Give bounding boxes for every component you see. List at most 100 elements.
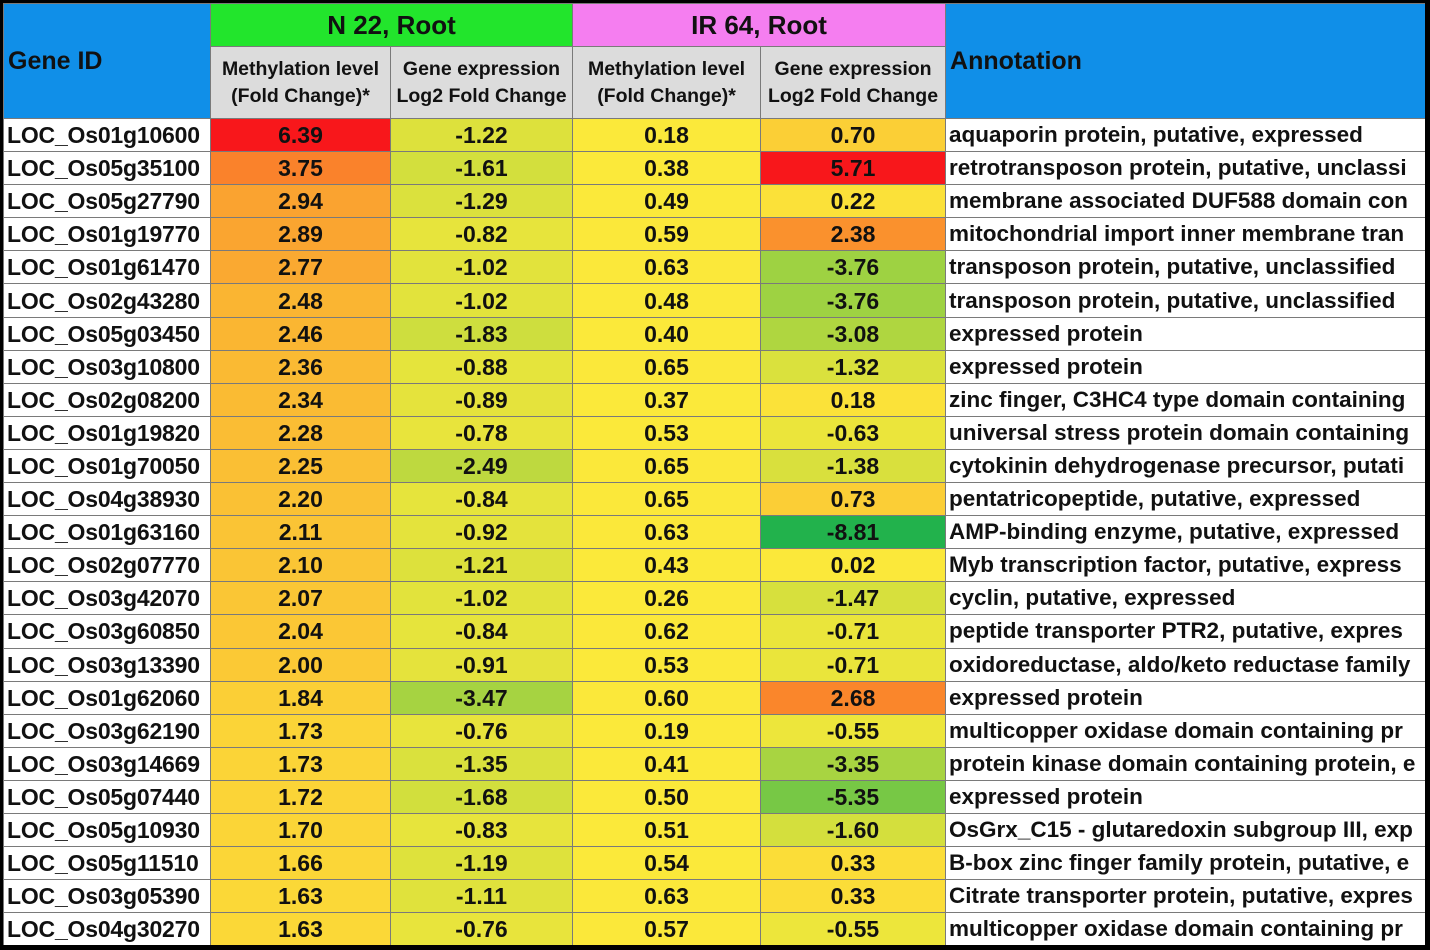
n22-expression-cell: -0.83 xyxy=(389,812,574,848)
ir64-expression-cell: -3.76 xyxy=(760,250,947,285)
subheader-ir64-expression: Gene expression Log2 Fold Change xyxy=(760,46,947,119)
n22-methylation-cell: 1.73 xyxy=(210,713,391,748)
gene-id-cell: LOC_Os03g42070 xyxy=(3,581,211,616)
gene-id-cell: LOC_Os01g63160 xyxy=(3,515,211,550)
table-row: LOC_Os01g62060 1.84 -3.47 0.60 2.68 expressed… xyxy=(3,680,1425,715)
n22-expression-cell: -1.11 xyxy=(389,879,574,914)
table-row: LOC_Os03g14669 1.73 -1.35 0.41 -3.35 protein … xyxy=(3,746,1425,781)
n22-methylation-cell: 2.46 xyxy=(210,316,391,351)
n22-expression-cell: -1.29 xyxy=(389,184,574,219)
n22-expression-cell: -0.88 xyxy=(389,349,574,384)
n22-methylation-cell: 2.07 xyxy=(210,581,391,616)
ir64-expression-cell: 5.71 xyxy=(760,151,947,186)
subheader-line: Gene expression xyxy=(774,57,932,80)
table-row: LOC_Os03g60850 2.04 -0.84 0.62 -0.71 peptide … xyxy=(3,614,1425,649)
ir64-methylation-cell: 0.38 xyxy=(572,151,762,186)
gene-id-cell: LOC_Os02g08200 xyxy=(3,382,211,417)
n22-methylation-cell: 6.39 xyxy=(210,117,391,153)
gene-id-cell: LOC_Os01g62060 xyxy=(3,680,211,715)
table-row: LOC_Os02g07770 2.10 -1.21 0.43 0.02 Myb trans… xyxy=(3,548,1425,583)
n22-methylation-cell: 1.73 xyxy=(210,746,391,781)
ir64-methylation-cell: 0.53 xyxy=(572,415,762,450)
ir64-expression-cell: 2.38 xyxy=(760,217,947,252)
table-row: LOC_Os05g35100 3.75 -1.61 0.38 5.71 retrotran… xyxy=(3,151,1425,186)
table-row: LOC_Os02g43280 2.48 -1.02 0.48 -3.76 transpos… xyxy=(3,283,1425,318)
n22-expression-cell: -0.78 xyxy=(389,415,574,450)
subheader-ir64-methylation: Methylation level (Fold Change)* xyxy=(572,46,762,119)
gene-id-cell: LOC_Os03g62190 xyxy=(3,713,211,748)
annotation-cell: oxidoreductase, aldo/keto reductase fami… xyxy=(945,647,1425,682)
n22-expression-cell: -0.84 xyxy=(389,614,574,649)
table-row: LOC_Os05g07440 1.72 -1.68 0.50 -5.35 expresse… xyxy=(3,779,1425,814)
n22-expression-cell: -0.84 xyxy=(389,482,574,517)
ir64-methylation-cell: 0.54 xyxy=(572,846,762,881)
gene-id-cell: LOC_Os01g19820 xyxy=(3,415,211,450)
ir64-expression-cell: 0.33 xyxy=(760,846,947,881)
annotation-cell: mitochondrial import inner membrane tran xyxy=(945,217,1425,252)
subheader-line: (Fold Change)* xyxy=(597,84,736,107)
annotation-cell: expressed protein xyxy=(945,349,1425,384)
ir64-methylation-cell: 0.49 xyxy=(572,184,762,219)
ir64-expression-cell: 0.02 xyxy=(760,548,947,583)
table-row: LOC_Os03g42070 2.07 -1.02 0.26 -1.47 cyclin, … xyxy=(3,581,1425,616)
n22-expression-cell: -0.89 xyxy=(389,382,574,417)
gene-id-cell: LOC_Os03g10800 xyxy=(3,349,211,384)
n22-methylation-cell: 1.66 xyxy=(210,846,391,881)
annotation-cell: AMP-binding enzyme, putative, expressed xyxy=(945,515,1425,550)
table-row: LOC_Os05g10930 1.70 -0.83 0.51 -1.60 OsGrx_C1… xyxy=(3,812,1425,848)
gene-id-cell: LOC_Os01g61470 xyxy=(3,250,211,285)
n22-expression-cell: -1.02 xyxy=(389,283,574,318)
n22-methylation-cell: 2.89 xyxy=(210,217,391,252)
table-row: LOC_Os01g63160 2.11 -0.92 0.63 -8.81 AMP-bind… xyxy=(3,515,1425,550)
ir64-methylation-cell: 0.40 xyxy=(572,316,762,351)
n22-methylation-cell: 2.48 xyxy=(210,283,391,318)
table-row: LOC_Os02g08200 2.34 -0.89 0.37 0.18 zinc fing… xyxy=(3,382,1425,417)
subheader-line: Log2 Fold Change xyxy=(767,84,939,107)
ir64-expression-cell: -3.76 xyxy=(760,283,947,318)
ir64-expression-cell: 0.18 xyxy=(760,382,947,417)
gene-id-cell: LOC_Os02g43280 xyxy=(3,283,211,318)
n22-expression-cell: -1.35 xyxy=(389,746,574,781)
table-row: LOC_Os01g61470 2.77 -1.02 0.63 -3.76 transpos… xyxy=(3,250,1425,285)
n22-methylation-cell: 2.20 xyxy=(210,482,391,517)
ir64-methylation-cell: 0.41 xyxy=(572,746,762,781)
subheader-line: Log2 Fold Change xyxy=(396,84,567,107)
ir64-expression-cell: 0.73 xyxy=(760,482,947,517)
annotation-cell: retrotransposon protein, putative, uncla… xyxy=(945,151,1425,186)
n22-methylation-cell: 2.10 xyxy=(210,548,391,583)
table-row: LOC_Os05g11510 1.66 -1.19 0.54 0.33 B-box zin… xyxy=(3,846,1425,881)
ir64-methylation-cell: 0.65 xyxy=(572,349,762,384)
ir64-expression-cell: 2.68 xyxy=(760,680,947,715)
n22-expression-cell: -0.91 xyxy=(389,647,574,682)
ir64-methylation-cell: 0.57 xyxy=(572,912,762,945)
n22-methylation-cell: 2.77 xyxy=(210,250,391,285)
annotation-cell: transposon protein, putative, unclassifi… xyxy=(945,250,1425,285)
table-row: LOC_Os01g70050 2.25 -2.49 0.65 -1.38 cytokini… xyxy=(3,448,1425,484)
n22-expression-cell: -0.82 xyxy=(389,217,574,252)
gene-id-cell: LOC_Os05g27790 xyxy=(3,184,211,219)
ir64-methylation-cell: 0.53 xyxy=(572,647,762,682)
ir64-expression-cell: -8.81 xyxy=(760,515,947,550)
n22-expression-cell: -0.76 xyxy=(389,713,574,748)
header-gene-id: Gene ID xyxy=(3,3,211,119)
n22-methylation-cell: 2.00 xyxy=(210,647,391,682)
table-row: LOC_Os04g38930 2.20 -0.84 0.65 0.73 pentatric… xyxy=(3,482,1425,517)
n22-methylation-cell: 1.84 xyxy=(210,680,391,715)
gene-id-cell: LOC_Os03g05390 xyxy=(3,879,211,914)
ir64-expression-cell: -0.55 xyxy=(760,912,947,945)
table-row: LOC_Os03g10800 2.36 -0.88 0.65 -1.32 expresse… xyxy=(3,349,1425,384)
ir64-expression-cell: -0.71 xyxy=(760,614,947,649)
annotation-cell: multicopper oxidase domain containing pr xyxy=(945,912,1425,945)
n22-methylation-cell: 1.63 xyxy=(210,879,391,914)
ir64-expression-cell: -0.55 xyxy=(760,713,947,748)
n22-expression-cell: -1.19 xyxy=(389,846,574,881)
subheader-line: Gene expression xyxy=(402,57,561,80)
ir64-expression-cell: 0.22 xyxy=(760,184,947,219)
n22-expression-cell: -1.83 xyxy=(389,316,574,351)
ir64-expression-cell: 0.33 xyxy=(760,879,947,914)
header-group-n22-root: N 22, Root xyxy=(209,3,574,47)
table-row: LOC_Os05g03450 2.46 -1.83 0.40 -3.08 expresse… xyxy=(3,316,1425,351)
annotation-cell: transposon protein, putative, unclassifi… xyxy=(945,283,1425,318)
n22-expression-cell: -2.49 xyxy=(389,448,574,484)
ir64-expression-cell: -0.63 xyxy=(760,415,947,450)
